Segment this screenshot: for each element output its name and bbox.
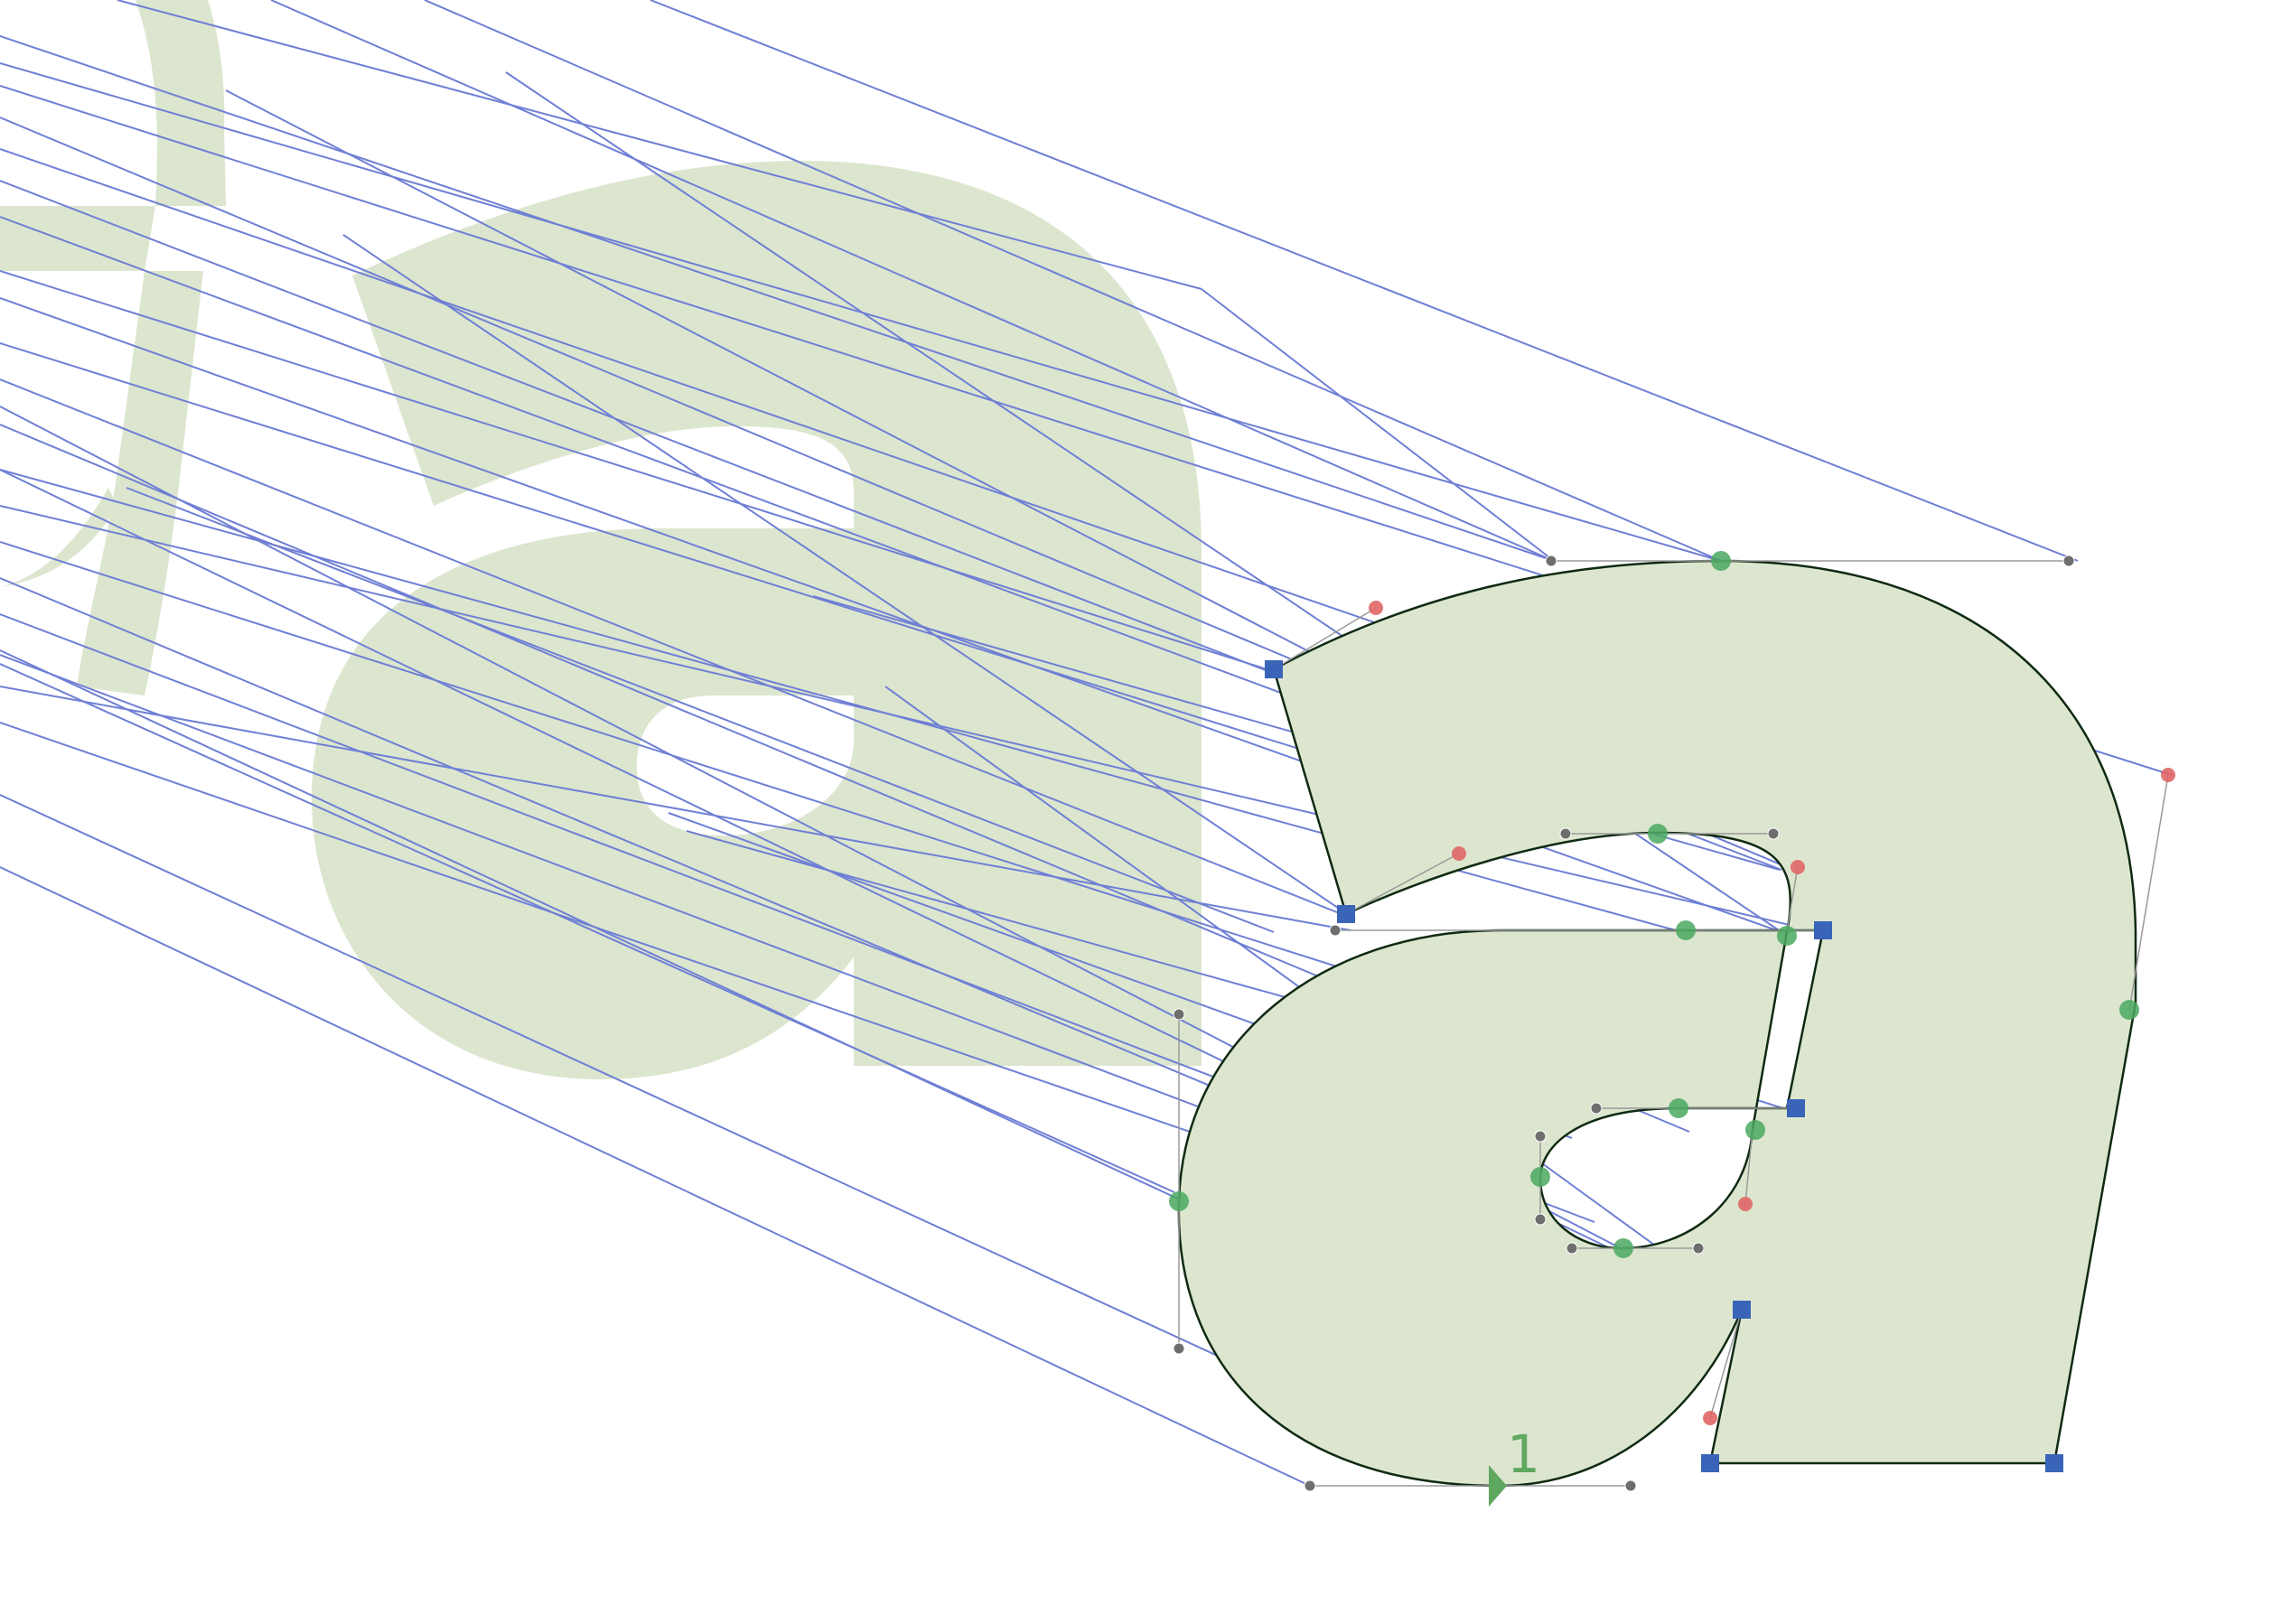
selected-handle-icon[interactable] <box>1738 1197 1753 1211</box>
square-point-icon[interactable] <box>1733 1301 1751 1319</box>
smooth-points[interactable] <box>1169 551 2139 1258</box>
handle-dot-icon[interactable] <box>1624 1479 1637 1492</box>
square-point-icon[interactable] <box>1701 1454 1719 1472</box>
square-point-icon[interactable] <box>1265 660 1283 678</box>
handle-dot-icon[interactable] <box>1590 1102 1603 1115</box>
circle-point-icon[interactable] <box>2119 1000 2139 1020</box>
corner-points[interactable] <box>1265 660 2063 1472</box>
circle-point-icon[interactable] <box>1648 824 1668 844</box>
glyph-outline-a[interactable] <box>1177 559 2137 1488</box>
off-curve-points[interactable] <box>1173 555 2175 1492</box>
circle-point-icon[interactable] <box>1613 1238 1633 1258</box>
circle-point-icon[interactable] <box>1777 926 1797 946</box>
background-glyph-a <box>312 160 1202 1079</box>
handle-dot-icon[interactable] <box>1173 1342 1185 1355</box>
square-point-icon[interactable] <box>2045 1454 2063 1472</box>
handle-dot-icon[interactable] <box>1692 1242 1705 1255</box>
selected-handle-icon[interactable] <box>1703 1411 1717 1425</box>
selected-handle-icon[interactable] <box>1791 860 1805 874</box>
handle-dot-icon[interactable] <box>1534 1213 1547 1226</box>
start-point[interactable]: 1 <box>1489 1423 1540 1507</box>
handle-dot-icon[interactable] <box>1559 827 1572 840</box>
background-glyph-f <box>0 0 226 695</box>
square-point-icon[interactable] <box>1814 921 1832 939</box>
circle-point-icon[interactable] <box>1169 1191 1189 1211</box>
selected-handle-icon[interactable] <box>1369 601 1383 615</box>
handle-dot-icon[interactable] <box>1545 555 1557 567</box>
handle-dot-icon[interactable] <box>2062 555 2075 567</box>
handle-dot-icon[interactable] <box>1534 1130 1547 1143</box>
selected-handle-icon[interactable] <box>2161 768 2175 782</box>
handle-dot-icon[interactable] <box>1329 924 1342 937</box>
circle-point-icon[interactable] <box>1711 551 1731 571</box>
square-point-icon[interactable] <box>1787 1099 1805 1117</box>
handle-dot-icon[interactable] <box>1173 1008 1185 1021</box>
background-glyph-layer <box>0 0 1202 1079</box>
circle-point-icon[interactable] <box>1676 920 1696 940</box>
handle-dot-icon[interactable] <box>1304 1479 1316 1492</box>
selected-handle-icon[interactable] <box>1452 846 1466 861</box>
circle-point-icon[interactable] <box>1669 1098 1688 1118</box>
circle-point-icon[interactable] <box>1530 1167 1550 1187</box>
active-glyph[interactable] <box>1177 559 2137 1488</box>
handle-dot-icon[interactable] <box>1566 1242 1578 1255</box>
start-triangle-icon[interactable] <box>1489 1465 1507 1507</box>
circle-point-icon[interactable] <box>1745 1120 1765 1140</box>
start-point-label: 1 <box>1507 1423 1540 1485</box>
square-point-icon[interactable] <box>1337 905 1355 923</box>
handle-dot-icon[interactable] <box>1767 827 1780 840</box>
